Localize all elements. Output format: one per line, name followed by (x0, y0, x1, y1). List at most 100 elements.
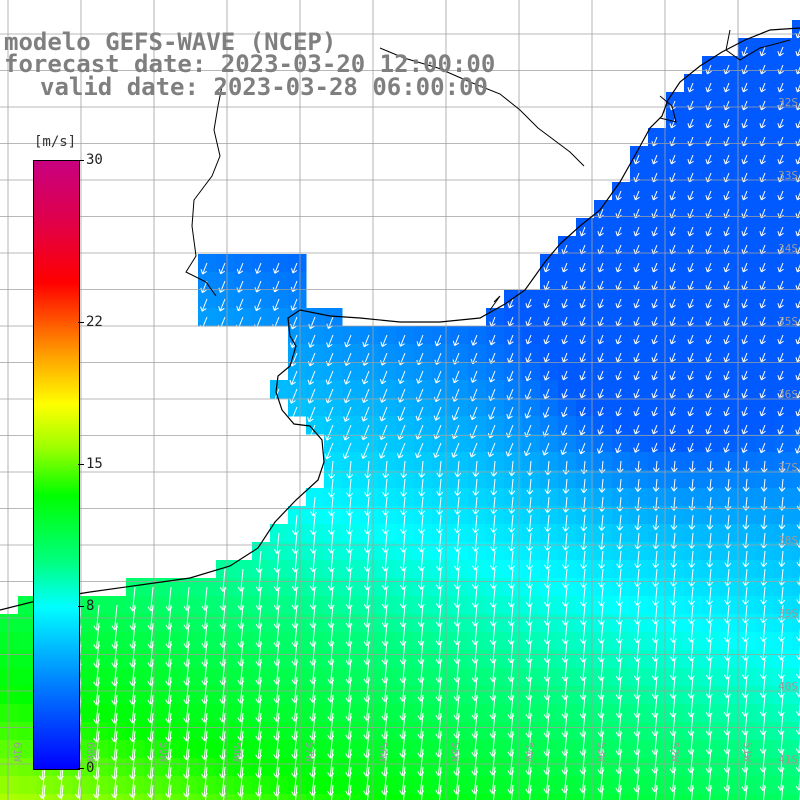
longitude-label: 57W (303, 742, 316, 762)
longitude-label: 53W (595, 742, 608, 762)
wind-arrow (616, 568, 623, 588)
wind-arrow (382, 532, 389, 553)
wind-arrow (543, 388, 550, 400)
wind-arrow (687, 118, 694, 129)
wind-arrow (724, 478, 732, 492)
wind-arrow (670, 514, 678, 530)
wind-arrow (723, 262, 730, 273)
wind-arrow (634, 532, 642, 550)
wind-arrow (561, 388, 568, 399)
wind-arrow (400, 532, 407, 553)
wind-arrow (633, 442, 640, 453)
wind-arrow (615, 316, 622, 327)
wind-arrow (362, 352, 370, 366)
wind-arrow (759, 100, 766, 111)
wind-arrow (469, 424, 478, 439)
wind-arrow (451, 442, 460, 458)
wind-arrow (598, 586, 605, 607)
wind-arrow (795, 228, 800, 237)
wind-arrow (367, 784, 370, 800)
colorbar-unit: [m/s] (34, 134, 77, 150)
wind-cell (180, 794, 199, 800)
wind-arrow (651, 334, 658, 345)
wind-arrow (759, 46, 766, 57)
wind-arrow (547, 784, 550, 800)
wind-arrow (795, 102, 800, 111)
wind-arrow (724, 640, 731, 661)
wind-arrow (687, 82, 694, 93)
wind-cell (0, 722, 19, 741)
wind-arrow (687, 388, 694, 399)
wind-arrow (380, 334, 388, 348)
wind-cell (0, 776, 19, 795)
wind-arrow (759, 370, 766, 381)
wind-arrow (508, 496, 516, 514)
wind-arrow (795, 300, 800, 309)
wind-arrow (597, 298, 604, 309)
wind-cell (18, 722, 37, 741)
longitude-label: 51W (741, 742, 754, 762)
wind-arrow (364, 496, 371, 516)
wind-arrow (795, 84, 800, 93)
wind-arrow (778, 640, 785, 661)
wind-arrow (451, 424, 460, 440)
wind-arrow (562, 514, 570, 532)
wind-arrow (777, 262, 784, 273)
wind-arrow (543, 370, 550, 381)
wind-arrow (378, 442, 388, 459)
wind-arrow (760, 640, 767, 661)
wind-cell (198, 794, 217, 800)
wind-cell (792, 524, 800, 543)
wind-arrow (637, 784, 640, 800)
wind-cell (0, 704, 19, 723)
wind-arrow (687, 370, 694, 381)
wind-arrow (652, 478, 660, 492)
wind-arrow (759, 352, 766, 363)
wind-arrow (306, 424, 316, 441)
wind-arrow (583, 784, 586, 800)
wind-arrow (777, 82, 784, 93)
wind-arrow (705, 64, 712, 75)
wind-arrow (634, 478, 642, 492)
wind-arrow (579, 334, 586, 345)
wind-arrow (579, 352, 586, 363)
wind-arrow (670, 460, 678, 473)
wind-arrow (688, 460, 696, 473)
wind-arrow (741, 298, 748, 309)
colorbar-tick-label: 30 (86, 152, 103, 168)
wind-cell (792, 542, 800, 561)
wind-arrow (418, 550, 425, 571)
wind-arrow (670, 478, 678, 492)
wind-cell (612, 794, 631, 800)
wind-arrow (688, 604, 695, 624)
longitude-label: 60W (84, 742, 97, 762)
wind-arrow (759, 118, 766, 129)
wind-arrow (616, 514, 624, 531)
wind-arrow (490, 550, 497, 571)
wind-arrow (724, 568, 732, 587)
wind-arrow (200, 298, 208, 312)
wind-cell (792, 578, 800, 597)
wind-arrow (777, 424, 784, 435)
wind-arrow (760, 586, 768, 605)
wind-arrow (61, 784, 64, 800)
wind-arrow (795, 156, 800, 165)
wind-arrow (781, 784, 784, 800)
wind-cell (792, 470, 800, 489)
wind-arrow (307, 406, 316, 423)
wind-arrow (346, 532, 353, 554)
wind-arrow (795, 318, 800, 327)
wind-arrow (669, 100, 676, 111)
wind-arrow (670, 586, 677, 606)
wind-arrow (760, 622, 767, 642)
wind-arrow (795, 408, 800, 417)
colorbar-tick-mark (78, 160, 84, 161)
wind-arrow (669, 118, 676, 129)
wind-arrow (669, 370, 676, 381)
latitude-label: 40S (778, 680, 798, 693)
wind-cell (684, 794, 703, 800)
wind-cell (792, 380, 800, 399)
wind-arrow (561, 352, 568, 363)
